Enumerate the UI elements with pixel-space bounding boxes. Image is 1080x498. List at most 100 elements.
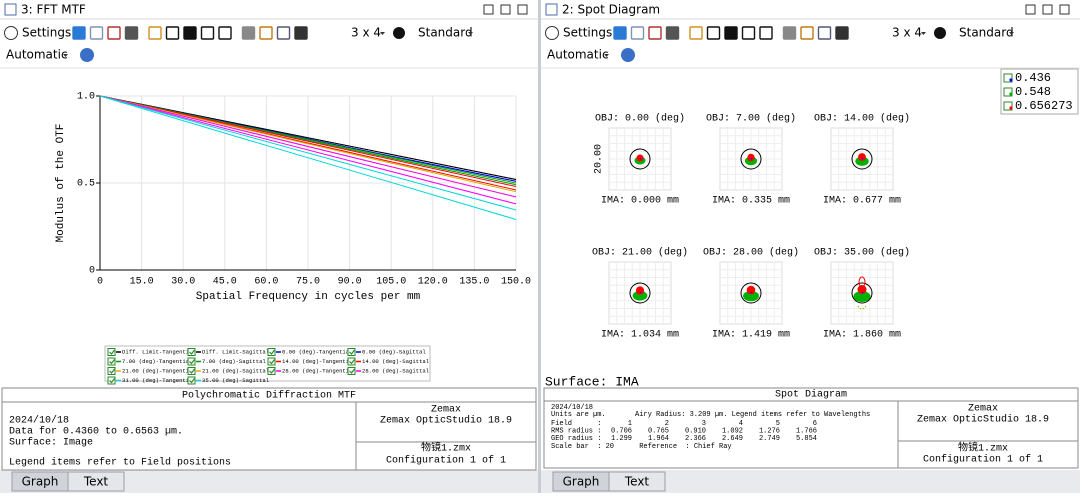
layout-dropdown[interactable]: 3 x 4	[351, 26, 381, 40]
info-file: 物镜1.zmx	[958, 441, 1008, 455]
table-cell: 2.749	[759, 435, 780, 443]
refresh-icon[interactable]	[934, 27, 946, 39]
info-line: Data for 0.4360 to 0.6563 µm.	[9, 426, 183, 438]
field-label: OBJ: 21.00 (deg)	[592, 247, 688, 259]
table-cell: 5.854	[796, 435, 817, 443]
legend-label: 0.548	[1015, 85, 1051, 99]
legend-label: 0.436	[1015, 71, 1051, 85]
info-line: 2024/10/18	[9, 415, 69, 427]
field-label: OBJ: 35.00 (deg)	[814, 247, 910, 259]
window-title: 2: Spot Diagram	[562, 3, 660, 17]
info-config: Configuration 1 of 1	[386, 455, 506, 467]
legend-symbol	[1009, 78, 1012, 81]
image-height: IMA: 0.000 mm	[601, 196, 679, 207]
x-tick-label: 75.0	[296, 277, 320, 288]
legend-label: 0.00 (deg)-Sagittal	[362, 348, 426, 355]
scale-dropdown[interactable]: Automatic	[547, 48, 609, 62]
field-label: OBJ: 28.00 (deg)	[703, 247, 799, 259]
toolbar-icon[interactable]	[73, 27, 85, 39]
toolbar-icon[interactable]	[243, 27, 255, 39]
tab-label[interactable]: Text	[624, 475, 650, 489]
tab-label[interactable]: Text	[83, 475, 109, 489]
legend-label: 0.656273	[1015, 99, 1073, 113]
table-cell: 2.649	[722, 435, 743, 443]
info-file: 物镜1.zmx	[421, 441, 471, 455]
spot-blue	[640, 158, 642, 160]
table-cell: 1.299	[611, 435, 632, 443]
info-product: Zemax OpticStudio 18.9	[917, 414, 1049, 426]
x-tick-label: 45.0	[213, 277, 237, 288]
x-tick-label: 120.0	[418, 277, 448, 288]
scale-dropdown[interactable]: Automatic	[6, 48, 68, 62]
table-cell: 1.964	[648, 435, 669, 443]
spot-blue	[862, 158, 864, 160]
help-button[interactable]	[621, 48, 635, 62]
x-axis-label: Spatial Frequency in cycles per mm	[196, 291, 421, 303]
toolbar-icon[interactable]	[614, 27, 626, 39]
legend-label: 14.00 (deg)-Sagittal	[362, 358, 430, 365]
settings-button[interactable]: Settings	[22, 26, 71, 40]
tab-label[interactable]: Graph	[22, 475, 59, 489]
info-line: Airy Radius: 3.209 µm. Legend items refe…	[635, 411, 870, 419]
legend-symbol	[1009, 106, 1012, 109]
help-button[interactable]	[80, 48, 94, 62]
toolbar-icon[interactable]	[725, 27, 737, 39]
toolbar-icon[interactable]	[667, 27, 679, 39]
info-line: Scale bar : 20 Reference : Chief Ray	[551, 443, 732, 451]
y-tick-label: 0	[89, 266, 95, 277]
image-height: IMA: 1.419 mm	[712, 330, 790, 341]
tab-label[interactable]: Graph	[563, 475, 600, 489]
toolbar-icon[interactable]	[784, 27, 796, 39]
table-label: GEO radius :	[551, 435, 601, 443]
toolbar-icon[interactable]	[836, 27, 848, 39]
toolbar-icon[interactable]	[126, 27, 138, 39]
info-line: Units are µm.	[551, 411, 606, 419]
refresh-icon[interactable]	[393, 27, 405, 39]
info-product: Zemax OpticStudio 18.9	[380, 415, 512, 427]
spot-blue	[751, 292, 753, 294]
window-divider	[538, 0, 541, 493]
image-height: IMA: 0.335 mm	[712, 196, 790, 207]
info-line: Surface: Image	[9, 437, 93, 449]
legend-label: 14.00 (deg)-Tangential	[282, 358, 356, 365]
legend-label: 21.00 (deg)-Sagittal	[202, 367, 270, 374]
legend-label: 35.00 (deg)-Sagittal	[202, 377, 270, 384]
legend-label: 31.00 (deg)-Tangential	[122, 377, 196, 384]
table-cell: 2.366	[685, 435, 706, 443]
spot-blue	[751, 158, 753, 160]
info-company: Zemax	[431, 405, 461, 416]
toolbar-icon[interactable]	[184, 27, 196, 39]
x-tick-label: 60.0	[254, 277, 278, 288]
x-tick-label: 15.0	[130, 277, 154, 288]
info-company: Zemax	[968, 404, 998, 415]
x-tick-label: 90.0	[338, 277, 362, 288]
legend-symbol	[1009, 92, 1012, 95]
image-height: IMA: 1.860 mm	[823, 330, 901, 341]
window-title: 3: FFT MTF	[21, 3, 86, 17]
layout-dropdown[interactable]: 3 x 4	[892, 26, 922, 40]
surface-label: Surface: IMA	[545, 374, 639, 389]
image-height: IMA: 0.677 mm	[823, 196, 901, 207]
info-title: Polychromatic Diffraction MTF	[182, 390, 356, 402]
toolbar-icon[interactable]	[295, 27, 307, 39]
spot-blue	[862, 292, 864, 294]
scale-label: 20.00	[594, 144, 605, 174]
style-dropdown[interactable]: Standard	[959, 26, 1014, 40]
settings-button[interactable]: Settings	[563, 26, 612, 40]
info-note: Legend items refer to Field positions	[9, 457, 231, 469]
legend-label: 28.00 (deg)-Tangential	[282, 367, 356, 374]
x-tick-label: 30.0	[171, 277, 195, 288]
style-dropdown[interactable]: Standard	[418, 26, 473, 40]
x-tick-label: 150.0	[501, 277, 531, 288]
y-axis-label: Modulus of the OTF	[55, 124, 67, 243]
y-tick-label: 0.5	[77, 179, 95, 190]
spot-red	[858, 153, 866, 161]
x-tick-label: 135.0	[459, 277, 489, 288]
legend-label: 28.00 (deg)-Sagittal	[362, 367, 430, 374]
legend-label: 7.00 (deg)-Sagittal	[202, 358, 266, 365]
y-tick-label: 1.0	[77, 92, 95, 103]
x-tick-label: 105.0	[376, 277, 406, 288]
legend-label: 0.00 (deg)-Tangential	[282, 348, 353, 355]
spot-blue	[640, 292, 642, 294]
